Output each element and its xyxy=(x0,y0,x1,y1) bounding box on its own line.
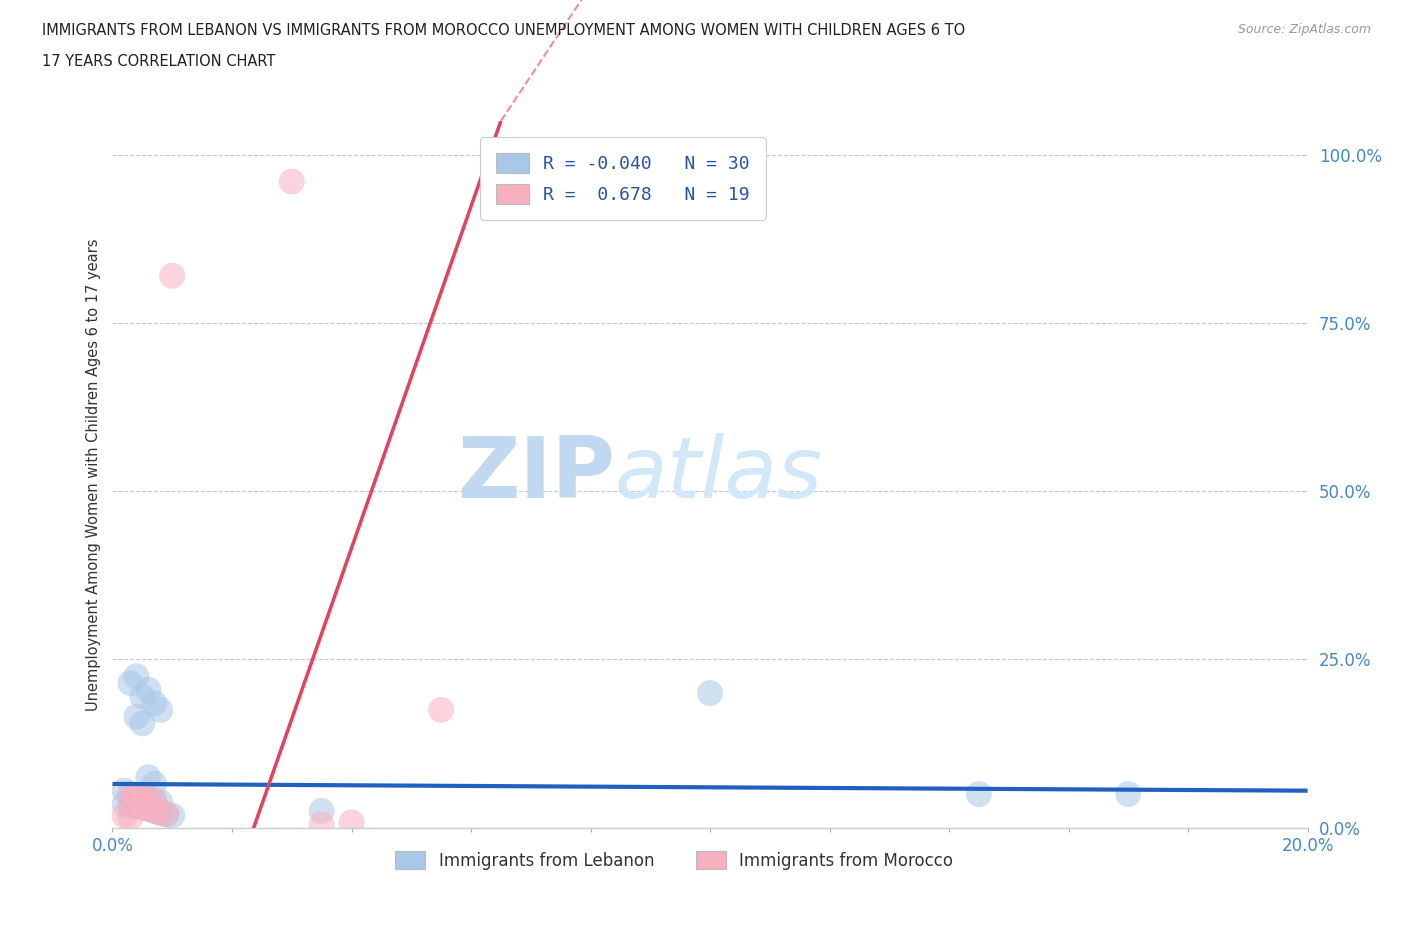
Point xyxy=(114,808,135,823)
Point xyxy=(143,793,166,808)
Legend: Immigrants from Lebanon, Immigrants from Morocco: Immigrants from Lebanon, Immigrants from… xyxy=(382,838,966,883)
Point xyxy=(125,669,148,684)
Point xyxy=(120,797,142,812)
Point xyxy=(131,800,153,815)
Point xyxy=(138,802,160,817)
Point xyxy=(138,802,160,817)
Point xyxy=(149,794,172,809)
Point xyxy=(138,770,160,785)
Point xyxy=(143,777,166,791)
Point xyxy=(155,807,177,822)
Text: IMMIGRANTS FROM LEBANON VS IMMIGRANTS FROM MOROCCO UNEMPLOYMENT AMONG WOMEN WITH: IMMIGRANTS FROM LEBANON VS IMMIGRANTS FR… xyxy=(42,23,966,38)
Point xyxy=(430,702,453,717)
Text: ZIP: ZIP xyxy=(457,432,614,516)
Point xyxy=(162,268,183,283)
Point xyxy=(125,788,148,803)
Point xyxy=(162,808,183,823)
Point xyxy=(138,792,160,807)
Text: atlas: atlas xyxy=(614,432,823,516)
Point xyxy=(125,710,148,724)
Point xyxy=(120,798,142,813)
Point xyxy=(311,804,333,818)
Point xyxy=(143,804,166,818)
Text: Source: ZipAtlas.com: Source: ZipAtlas.com xyxy=(1237,23,1371,36)
Point xyxy=(143,804,166,818)
Point xyxy=(125,798,148,813)
Point xyxy=(155,807,177,822)
Point xyxy=(149,805,172,820)
Point xyxy=(143,696,166,711)
Point xyxy=(114,783,135,798)
Y-axis label: Unemployment Among Women with Children Ages 6 to 17 years: Unemployment Among Women with Children A… xyxy=(86,238,101,711)
Point xyxy=(138,792,160,807)
Point xyxy=(131,716,153,731)
Point xyxy=(120,787,142,802)
Point xyxy=(699,685,721,700)
Point xyxy=(311,817,333,831)
Point xyxy=(131,800,153,815)
Point xyxy=(125,799,148,814)
Point xyxy=(131,790,153,804)
Text: 17 YEARS CORRELATION CHART: 17 YEARS CORRELATION CHART xyxy=(42,54,276,69)
Point xyxy=(120,810,142,825)
Point xyxy=(138,683,160,698)
Point xyxy=(125,788,148,803)
Point xyxy=(149,702,172,717)
Point xyxy=(1118,787,1140,802)
Point xyxy=(143,793,166,808)
Point xyxy=(114,797,135,812)
Point xyxy=(120,787,142,802)
Point xyxy=(967,787,990,802)
Point xyxy=(340,815,363,830)
Point xyxy=(131,790,153,804)
Point xyxy=(281,174,304,189)
Point xyxy=(120,675,142,690)
Point xyxy=(131,689,153,704)
Point xyxy=(149,805,172,820)
